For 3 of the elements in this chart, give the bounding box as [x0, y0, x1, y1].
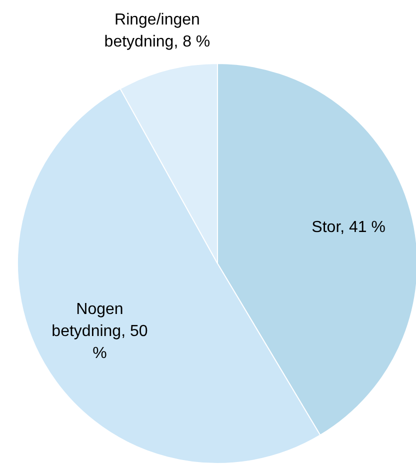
slice-label: Stor, 41 %: [312, 218, 386, 236]
slice-label: Nogen betydning, 50 %: [52, 300, 148, 362]
slice-label: Ringe/ingen betydning, 8 %: [104, 12, 210, 51]
